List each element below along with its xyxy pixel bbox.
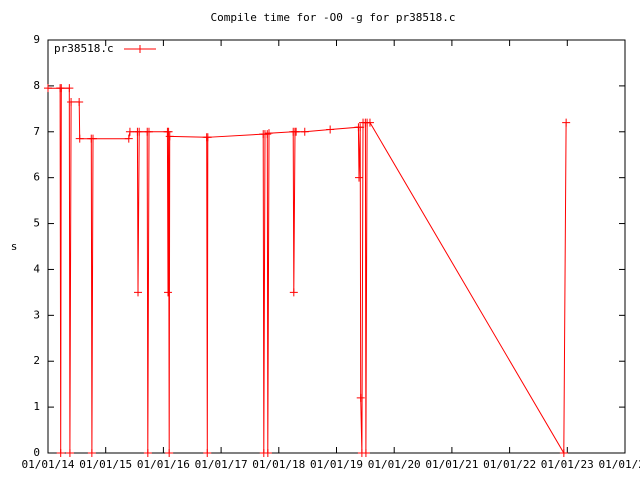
y-tick-label: 4 [33, 262, 40, 275]
point-marker [165, 449, 174, 457]
point-marker [164, 288, 173, 297]
x-tick-label: 01/01/18 [252, 458, 305, 471]
y-tick-label: 0 [33, 446, 40, 459]
x-tick-label: 01/01/19 [310, 458, 363, 471]
point-marker [326, 125, 335, 134]
point-marker [264, 129, 273, 138]
point-marker [143, 449, 152, 457]
point-marker [67, 97, 76, 106]
point-marker [356, 123, 365, 132]
point-marker [89, 134, 98, 143]
point-marker [361, 449, 370, 457]
chart-title: Compile time for -O0 -g for pr38518.c [210, 11, 455, 24]
series-line [48, 87, 567, 455]
x-tick-label: 01/01/21 [425, 458, 478, 471]
point-marker [75, 134, 84, 143]
x-tick-label: 01/01/20 [368, 458, 421, 471]
y-tick-label: 9 [33, 33, 40, 46]
y-tick-label: 3 [33, 308, 40, 321]
y-axis-label: s [11, 240, 18, 253]
point-marker [203, 449, 212, 457]
point-marker [365, 118, 374, 127]
x-tick-label: 01/01/23 [541, 458, 594, 471]
point-marker [124, 134, 133, 143]
point-marker [562, 118, 571, 127]
y-tick-label: 8 [33, 79, 40, 92]
x-tick-label: 01/01/22 [483, 458, 536, 471]
point-marker [289, 288, 298, 297]
x-tick-label: 01/01/14 [22, 458, 75, 471]
x-tick-label: 01/01/16 [137, 458, 190, 471]
point-marker [87, 449, 96, 457]
point-marker [65, 84, 74, 93]
point-marker [263, 130, 272, 139]
point-marker [203, 133, 212, 142]
point-marker [355, 173, 364, 182]
point-marker [125, 127, 134, 136]
point-marker [135, 127, 144, 136]
point-marker [56, 449, 65, 457]
y-tick-label: 2 [33, 354, 40, 367]
point-marker [75, 97, 84, 106]
point-marker [134, 288, 143, 297]
legend-label: pr38518.c [54, 42, 114, 55]
x-tick-label: 01/01/24 [599, 458, 640, 471]
point-marker [57, 84, 66, 93]
point-marker [65, 449, 74, 457]
y-tick-label: 6 [33, 171, 40, 184]
y-tick-label: 7 [33, 125, 40, 138]
point-marker [164, 127, 173, 136]
point-marker [559, 449, 568, 457]
point-marker [44, 84, 52, 93]
y-tick-label: 5 [33, 217, 40, 230]
x-tick-label: 01/01/15 [79, 458, 132, 471]
point-marker [144, 127, 153, 136]
point-marker [292, 127, 301, 136]
point-marker [263, 449, 272, 457]
legend-swatch-marker [136, 45, 144, 53]
y-tick-label: 1 [33, 400, 40, 413]
point-marker [165, 132, 174, 141]
point-marker [300, 127, 309, 136]
x-tick-label: 01/01/17 [195, 458, 248, 471]
point-marker [356, 393, 365, 402]
